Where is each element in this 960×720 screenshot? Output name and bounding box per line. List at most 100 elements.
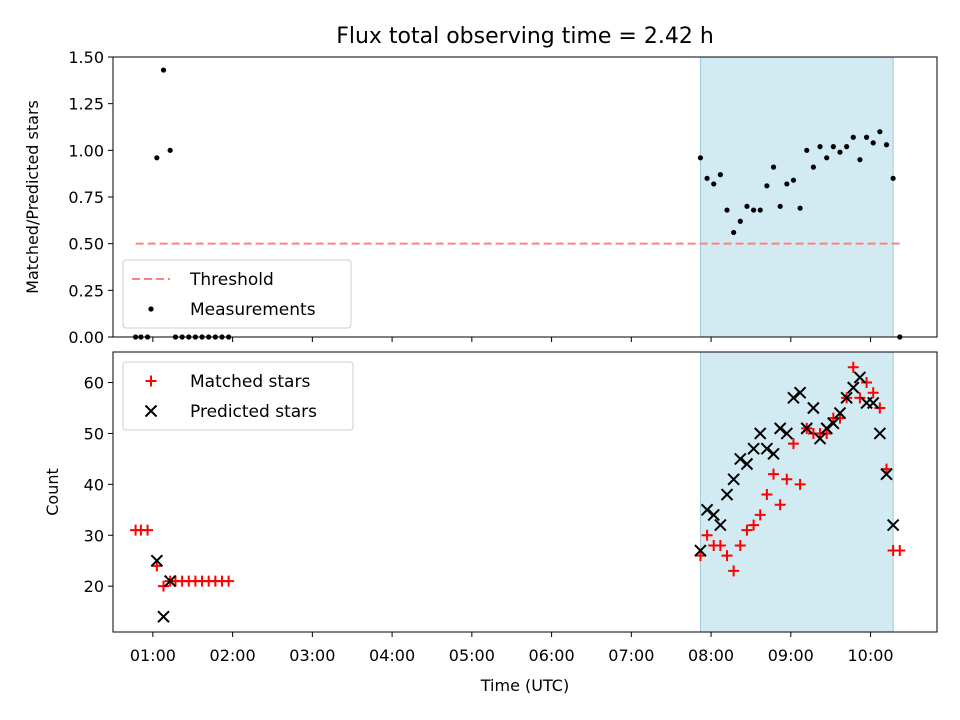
data-point xyxy=(774,499,786,511)
y-tick-label: 0.50 xyxy=(68,235,104,254)
data-point xyxy=(767,447,780,461)
data-point xyxy=(768,468,780,480)
y-tick-label: 20 xyxy=(84,577,104,596)
data-point xyxy=(870,140,876,146)
data-point xyxy=(747,442,760,455)
data-point xyxy=(737,218,743,224)
data-point xyxy=(223,575,235,587)
data-point xyxy=(866,396,880,410)
data-point xyxy=(827,417,840,430)
data-point xyxy=(701,529,713,541)
data-point xyxy=(731,229,737,236)
series-predicted-stars xyxy=(150,371,900,623)
data-point xyxy=(714,539,726,551)
data-point xyxy=(794,478,806,490)
data-point xyxy=(853,371,867,384)
data-point xyxy=(748,519,760,531)
plot-frame xyxy=(112,351,938,633)
y-tick-label: 0.75 xyxy=(68,188,104,207)
data-point xyxy=(824,155,830,161)
x-axis-title: Time (UTC) xyxy=(480,676,569,695)
data-point xyxy=(150,554,164,567)
data-point xyxy=(894,545,906,557)
data-point xyxy=(813,432,827,445)
data-point xyxy=(724,207,730,213)
data-point xyxy=(810,164,817,170)
data-point xyxy=(720,488,734,501)
legend-symbol xyxy=(145,375,157,387)
data-point xyxy=(867,387,879,399)
data-point xyxy=(773,422,787,435)
data-point xyxy=(787,391,800,405)
data-point xyxy=(861,377,873,389)
data-point xyxy=(734,539,746,551)
data-point xyxy=(873,427,887,440)
data-point xyxy=(740,457,754,471)
y-axis-title: Matched/Predicted stars xyxy=(23,100,42,294)
data-point xyxy=(880,467,893,481)
y-tick-label: 0.25 xyxy=(68,281,104,300)
legend-box xyxy=(122,259,352,329)
legend-symbol xyxy=(148,306,154,312)
count-panel: 20 30 40 50 60 01:00 02:00 03:00 04:00 05:00 06:00… xyxy=(43,351,938,665)
data-point xyxy=(857,157,863,163)
data-point xyxy=(163,574,177,588)
data-point xyxy=(817,144,823,150)
x-tick-label: 05:00 xyxy=(449,646,495,665)
y-axis-title: Count xyxy=(43,468,62,516)
data-point xyxy=(804,147,810,153)
data-point xyxy=(160,67,167,73)
y-tick-label: 40 xyxy=(84,475,104,494)
legend-label: Measurements xyxy=(190,300,316,320)
data-point xyxy=(844,144,850,150)
data-point xyxy=(704,175,710,181)
data-point xyxy=(761,489,773,501)
data-point xyxy=(728,565,740,577)
x-tick-label: 07:00 xyxy=(608,646,654,665)
data-point xyxy=(754,509,766,521)
legend-label: Threshold xyxy=(189,270,274,290)
data-point xyxy=(886,518,900,532)
data-point xyxy=(757,207,763,213)
data-point xyxy=(807,401,820,415)
data-point xyxy=(790,177,797,183)
data-point xyxy=(847,361,859,373)
y-tick-label: 60 xyxy=(84,374,104,393)
data-point xyxy=(154,155,160,161)
data-point xyxy=(700,503,714,517)
data-point xyxy=(694,544,707,557)
y-tick-label: 30 xyxy=(84,526,104,545)
data-point xyxy=(167,147,173,153)
x-tick-label: 10:00 xyxy=(847,646,893,665)
data-point xyxy=(854,392,866,404)
x-tick-label: 09:00 xyxy=(768,646,814,665)
data-point xyxy=(847,381,860,394)
x-tick-label: 03:00 xyxy=(289,646,335,665)
data-point xyxy=(883,142,890,148)
data-point xyxy=(850,134,856,140)
series-matched-stars xyxy=(130,361,906,592)
data-point xyxy=(863,134,870,140)
data-point xyxy=(744,203,750,209)
data-point xyxy=(777,203,783,209)
data-point xyxy=(754,427,767,440)
data-point xyxy=(151,560,163,572)
legend: Matched stars Predicted stars xyxy=(122,361,354,431)
data-point xyxy=(734,452,747,466)
data-point xyxy=(707,508,720,522)
data-point xyxy=(874,402,886,414)
legend-symbol xyxy=(144,404,158,418)
y-tick-label: 0.00 xyxy=(68,328,104,347)
legend-label: Predicted stars xyxy=(190,402,317,422)
data-point xyxy=(750,207,757,213)
data-point xyxy=(714,518,727,532)
data-point xyxy=(793,386,807,399)
data-point xyxy=(760,442,774,455)
data-point xyxy=(837,149,843,155)
data-point xyxy=(770,164,777,170)
data-point xyxy=(142,524,154,536)
data-point xyxy=(781,473,793,485)
data-point xyxy=(840,391,853,405)
data-point xyxy=(834,412,846,424)
